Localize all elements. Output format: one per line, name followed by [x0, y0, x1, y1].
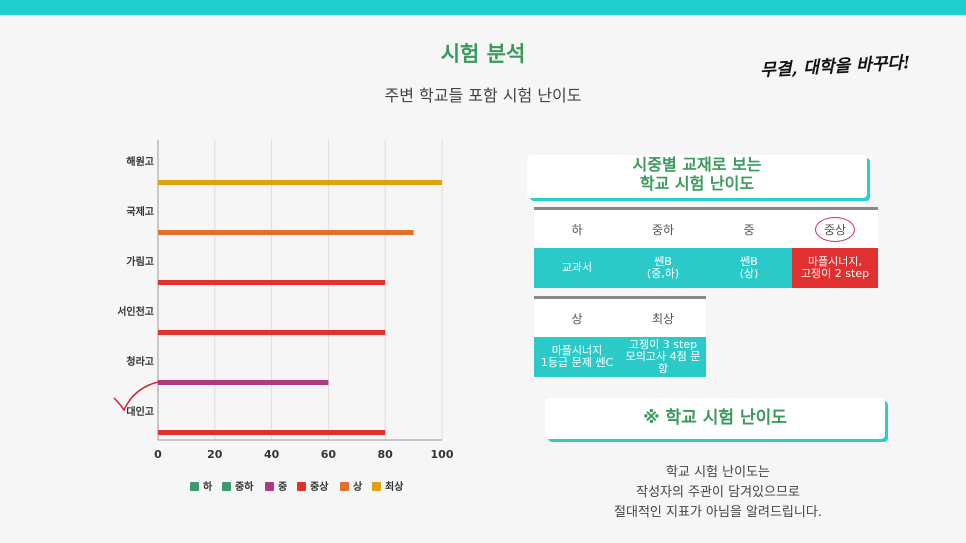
level-cell: 상	[534, 296, 620, 337]
x-tick-label: 60	[321, 448, 337, 461]
level-cell-highlight: 중상	[792, 207, 878, 248]
x-tick-label: 100	[431, 448, 454, 461]
category-label: 가림고	[126, 255, 154, 268]
legend-label: 중	[278, 481, 287, 493]
legend-label: 최상	[385, 480, 404, 493]
legend-swatch	[372, 482, 381, 491]
panel-heading-line1: 시중별 교재로 보는	[632, 155, 762, 174]
category-label: 대인고	[126, 405, 154, 418]
category-label: 국제고	[126, 205, 154, 218]
bar	[158, 330, 386, 335]
circled-level: 중상	[814, 216, 856, 242]
legend-swatch	[340, 482, 349, 491]
legend-swatch	[265, 482, 274, 491]
textbook-grid-2: 상 최상 마플시너지 1등급 문제 쎈C 고쟁이 3 step 모의고사 4점 …	[534, 296, 706, 377]
legend-label: 하	[203, 480, 213, 493]
legend-label: 중하	[235, 480, 254, 493]
category-label: 해원고	[126, 155, 154, 168]
note-description: 학교 시험 난이도는 작성자의 주관이 담겨있으므로 절대적인 지표가 아님을 …	[614, 465, 822, 520]
x-tick-label: 40	[264, 448, 280, 461]
x-tick-label: 80	[378, 448, 394, 461]
panel-heading-line2: 학교 시험 난이도	[639, 174, 755, 193]
checkmark-icon	[113, 381, 159, 412]
category-label: 서인천고	[117, 305, 154, 318]
book-cell-highlight: 마플시너지, 고쟁이 2 step	[792, 248, 878, 288]
x-tick-label: 20	[207, 448, 223, 461]
legend-swatch	[190, 482, 199, 491]
legend-swatch	[297, 482, 306, 491]
book-cell: 쎈B (중,하)	[620, 248, 706, 288]
bar	[158, 180, 442, 185]
level-cell: 하	[534, 207, 620, 248]
legend-label: 중상	[310, 480, 329, 493]
top-accent-bar	[0, 0, 966, 15]
book-cell: 마플시너지 1등급 문제 쎈C	[534, 337, 620, 377]
bar	[158, 230, 414, 235]
legend-swatch	[222, 482, 231, 491]
page-subtitle: 주변 학교들 포함 시험 난이도	[384, 86, 582, 105]
panel-heading-card: 시중별 교재로 보는 학교 시험 난이도	[527, 155, 867, 198]
x-tick-label: 0	[154, 448, 162, 461]
book-cell: 쎈B (상)	[706, 248, 792, 288]
note-title-card: ※ 학교 시험 난이도	[545, 398, 885, 439]
category-label: 청라고	[126, 355, 154, 368]
level-cell: 중하	[620, 207, 706, 248]
book-cell: 고쟁이 3 step 모의고사 4점 문항	[620, 337, 706, 377]
bar	[158, 380, 329, 385]
legend-label: 상	[353, 480, 363, 493]
level-cell: 최상	[620, 296, 706, 337]
bar	[158, 280, 386, 285]
book-cell: 교과서	[534, 248, 620, 288]
bar	[158, 430, 386, 435]
textbook-grid-1: 하 중하 중 중상 교과서 쎈B (중,하) 쎈B (상) 마플시너지, 고쟁이…	[534, 207, 878, 288]
page-title: 시험 분석	[440, 42, 526, 66]
level-cell: 중	[706, 207, 792, 248]
